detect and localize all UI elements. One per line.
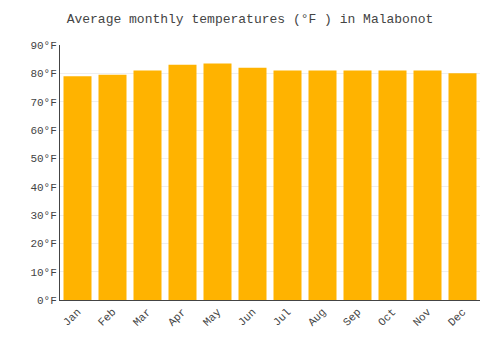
svg-text:Feb: Feb bbox=[96, 306, 118, 328]
svg-text:70°F: 70°F bbox=[30, 97, 56, 109]
svg-text:Jun: Jun bbox=[236, 306, 258, 328]
svg-text:Apr: Apr bbox=[166, 306, 188, 328]
svg-text:40°F: 40°F bbox=[30, 182, 56, 194]
svg-text:30°F: 30°F bbox=[30, 210, 56, 222]
svg-text:50°F: 50°F bbox=[30, 153, 56, 165]
svg-text:Nov: Nov bbox=[411, 306, 434, 329]
svg-text:Average monthly temperatures (: Average monthly temperatures (°F ) in Ma… bbox=[67, 12, 434, 27]
svg-text:Jul: Jul bbox=[271, 306, 293, 328]
svg-text:Aug: Aug bbox=[306, 306, 328, 328]
svg-text:Dec: Dec bbox=[446, 306, 468, 328]
svg-text:Sep: Sep bbox=[341, 306, 363, 328]
svg-text:90°F: 90°F bbox=[30, 40, 56, 52]
svg-text:0°F: 0°F bbox=[37, 295, 57, 307]
svg-text:80°F: 80°F bbox=[30, 68, 56, 80]
svg-text:Mar: Mar bbox=[131, 306, 153, 328]
svg-text:60°F: 60°F bbox=[30, 125, 56, 137]
svg-text:20°F: 20°F bbox=[30, 238, 56, 250]
svg-text:Jan: Jan bbox=[61, 306, 83, 328]
svg-text:May: May bbox=[201, 306, 224, 329]
svg-text:10°F: 10°F bbox=[30, 267, 56, 279]
svg-text:Oct: Oct bbox=[376, 306, 398, 328]
